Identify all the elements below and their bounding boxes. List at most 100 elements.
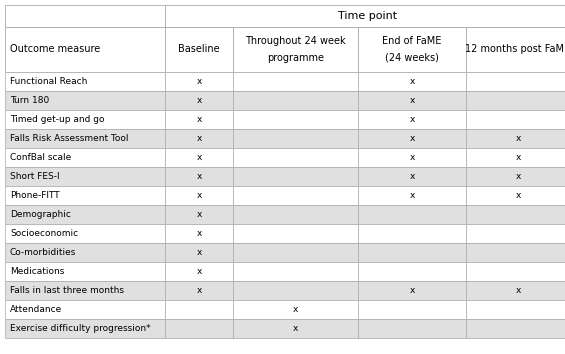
Text: x: x [409, 191, 415, 200]
Bar [165, 319, 233, 338]
Text: Co-morbidities: Co-morbidities [10, 248, 76, 257]
Text: x: x [196, 153, 202, 162]
Bar [358, 262, 466, 281]
Text: Throughout 24 week: Throughout 24 week [245, 35, 346, 46]
Bar [466, 281, 565, 300]
Bar [5, 72, 165, 91]
Bar [5, 205, 165, 224]
Bar [165, 110, 233, 129]
Text: Outcome measure: Outcome measure [10, 45, 100, 55]
Bar [165, 5, 565, 27]
Text: x: x [515, 134, 521, 143]
Bar [358, 243, 466, 262]
Text: 12 months post FaME: 12 months post FaME [466, 45, 565, 55]
Text: x: x [515, 286, 521, 295]
Bar [165, 167, 233, 186]
Text: x: x [196, 210, 202, 219]
Bar [466, 72, 565, 91]
Bar [165, 148, 233, 167]
Bar [358, 319, 466, 338]
Bar [165, 27, 233, 72]
Bar [358, 91, 466, 110]
Text: x: x [196, 134, 202, 143]
Bar [5, 91, 165, 110]
Text: x: x [409, 134, 415, 143]
Text: Phone-FITT: Phone-FITT [10, 191, 60, 200]
Bar [165, 281, 233, 300]
Bar [233, 281, 358, 300]
Bar [5, 243, 165, 262]
Bar [233, 129, 358, 148]
Bar [358, 186, 466, 205]
Text: x: x [196, 267, 202, 276]
Bar [233, 205, 358, 224]
Bar [358, 110, 466, 129]
Text: x: x [293, 305, 298, 314]
Text: Medications: Medications [10, 267, 64, 276]
Text: x: x [196, 77, 202, 86]
Bar [358, 167, 466, 186]
Text: x: x [196, 115, 202, 124]
Text: x: x [293, 324, 298, 333]
Text: Time point: Time point [338, 11, 397, 21]
Bar [233, 72, 358, 91]
Text: x: x [515, 172, 521, 181]
Bar [5, 27, 165, 72]
Text: Attendance: Attendance [10, 305, 62, 314]
Bar [165, 129, 233, 148]
Text: ConfBal scale: ConfBal scale [10, 153, 71, 162]
Bar [358, 148, 466, 167]
Bar [165, 72, 233, 91]
Bar [165, 262, 233, 281]
Text: programme: programme [267, 53, 324, 63]
Text: x: x [196, 286, 202, 295]
Bar [165, 186, 233, 205]
Bar [233, 148, 358, 167]
Bar [466, 91, 565, 110]
Text: x: x [196, 248, 202, 257]
Text: x: x [409, 115, 415, 124]
Bar [358, 205, 466, 224]
Bar [165, 91, 233, 110]
Text: Short FES-I: Short FES-I [10, 172, 60, 181]
Text: x: x [196, 96, 202, 105]
Bar [165, 243, 233, 262]
Bar [466, 319, 565, 338]
Text: x: x [409, 172, 415, 181]
Bar [358, 224, 466, 243]
Bar [5, 300, 165, 319]
Bar [5, 110, 165, 129]
Text: Functional Reach: Functional Reach [10, 77, 88, 86]
Bar [5, 167, 165, 186]
Bar [233, 167, 358, 186]
Text: Timed get-up and go: Timed get-up and go [10, 115, 105, 124]
Bar [466, 148, 565, 167]
Bar [466, 224, 565, 243]
Text: x: x [409, 153, 415, 162]
Text: Exercise difficulty progression*: Exercise difficulty progression* [10, 324, 151, 333]
Bar [233, 91, 358, 110]
Text: Turn 180: Turn 180 [10, 96, 49, 105]
Bar [466, 129, 565, 148]
Bar [233, 262, 358, 281]
Text: Falls Risk Assessment Tool: Falls Risk Assessment Tool [10, 134, 128, 143]
Text: Socioeconomic: Socioeconomic [10, 229, 78, 238]
Bar [358, 300, 466, 319]
Text: x: x [515, 191, 521, 200]
Bar [5, 319, 165, 338]
Bar [5, 5, 165, 27]
Bar [233, 224, 358, 243]
Bar [5, 148, 165, 167]
Bar [358, 281, 466, 300]
Text: x: x [409, 96, 415, 105]
Bar [5, 224, 165, 243]
Text: x: x [196, 191, 202, 200]
Bar [466, 110, 565, 129]
Bar [5, 262, 165, 281]
Bar [466, 27, 565, 72]
Bar [5, 129, 165, 148]
Bar [5, 281, 165, 300]
Text: End of FaME: End of FaME [383, 35, 442, 46]
Bar [466, 167, 565, 186]
Bar [233, 110, 358, 129]
